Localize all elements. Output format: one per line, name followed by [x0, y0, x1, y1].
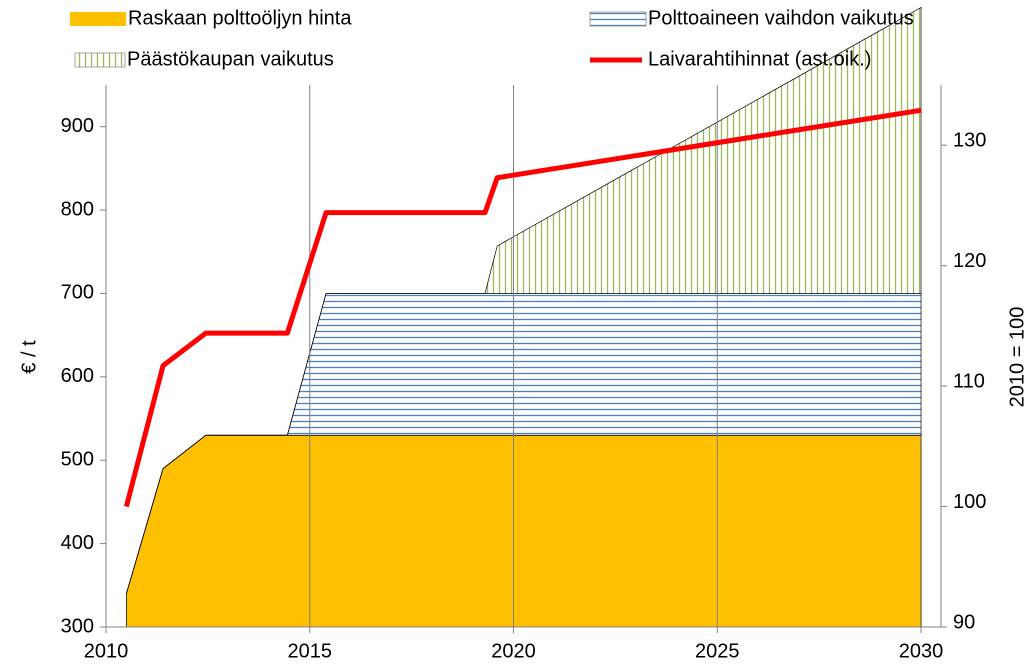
- y-axis-label: € / t: [18, 340, 40, 374]
- legend-swatch: [70, 12, 126, 26]
- line: [123, 107, 922, 508]
- y2-tick-label: 100: [953, 491, 986, 513]
- y2-tick-label: 90: [953, 611, 975, 633]
- x-tick-label: 2020: [491, 640, 536, 662]
- y2-axis-label: 2010 = 100: [1006, 307, 1028, 408]
- area: [126, 6, 922, 594]
- y-tick-label: 900: [61, 115, 94, 137]
- legend-label: Päästökaupan vaikutus: [127, 48, 334, 70]
- x-tick-label: 2025: [695, 640, 740, 662]
- y-tick-label: 400: [61, 532, 94, 554]
- y2-tick-label: 130: [953, 130, 986, 152]
- x-tick-label: 2015: [288, 640, 333, 662]
- y-tick-label: 700: [61, 282, 94, 304]
- area: [126, 434, 922, 628]
- y-tick-label: 600: [61, 365, 94, 387]
- legend-swatch: [74, 52, 126, 68]
- x-tick-label: 2010: [84, 640, 129, 662]
- y-tick-label: 800: [61, 198, 94, 220]
- y2-tick-label: 110: [953, 370, 985, 392]
- legend-label: Laivarahtihinnat (ast.oik.): [648, 48, 871, 70]
- legend-label: Polttoaineen vaihdon vaikutus: [648, 7, 914, 29]
- x-tick-label: 2030: [899, 640, 944, 662]
- y-tick-label: 300: [61, 615, 94, 637]
- y2-tick-label: 120: [953, 250, 986, 272]
- y-tick-label: 500: [61, 449, 94, 471]
- legend-label: Raskaan polttoöljyn hinta: [128, 7, 352, 29]
- legend-swatch: [589, 11, 647, 27]
